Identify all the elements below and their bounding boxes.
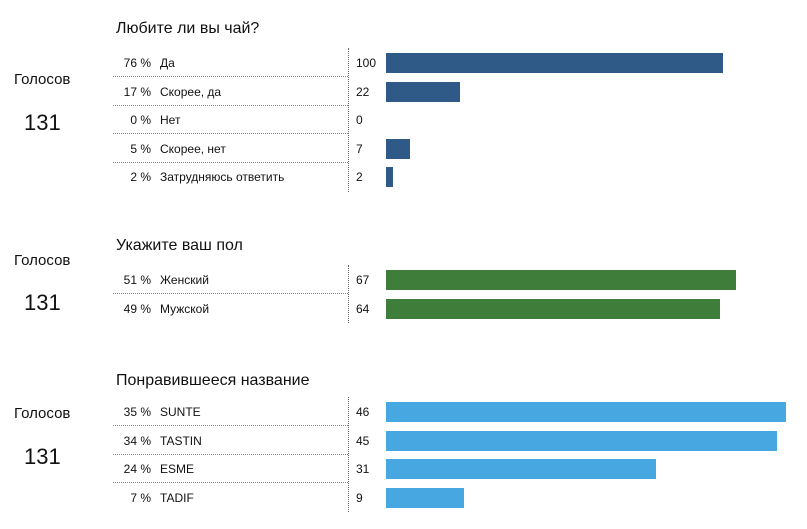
answer-label: Женский bbox=[160, 273, 209, 287]
poll-row: 17 % Скорее, да 22 bbox=[113, 78, 807, 106]
row-separator bbox=[113, 161, 348, 163]
percent-label: 24 % bbox=[123, 462, 151, 476]
poll-row: 0 % Нет 0 bbox=[113, 106, 807, 134]
poll-row: 24 % ESME 31 bbox=[113, 455, 807, 483]
poll-row: 51 % Женский 67 bbox=[113, 266, 807, 294]
bar bbox=[386, 430, 778, 451]
percent-label: 5 % bbox=[130, 141, 151, 156]
poll-title: Понравившееся название bbox=[116, 372, 310, 389]
votes-count: 131 bbox=[24, 444, 61, 469]
answer-label: Скорее, да bbox=[160, 84, 222, 99]
vote-count-label: 31 bbox=[356, 462, 370, 476]
percent-label: 7 % bbox=[130, 490, 151, 505]
row-separator bbox=[113, 293, 348, 294]
vote-count-label: 22 bbox=[356, 84, 370, 99]
answer-label: TADIF bbox=[160, 490, 194, 505]
vote-count-label: 45 bbox=[356, 433, 370, 448]
bar bbox=[386, 138, 410, 159]
answer-label: Скорее, нет bbox=[160, 141, 226, 156]
bar bbox=[386, 270, 736, 290]
votes-label: Голосов bbox=[14, 71, 71, 88]
divider-line bbox=[348, 397, 349, 512]
poll-tea: Любите ли вы чай? Голосов 131 76 % Да 100 1… bbox=[0, 0, 807, 200]
row-separator bbox=[113, 76, 348, 77]
poll-gender: Укажите ваш пол Голосов 131 51 % Женский 6… bbox=[0, 0, 807, 323]
poll-title: Укажите ваш пол bbox=[116, 237, 243, 254]
poll-row: 7 % TADIF 9 bbox=[113, 484, 807, 512]
answer-label: ESME bbox=[160, 462, 195, 476]
percent-label: 2 % bbox=[130, 170, 151, 184]
answer-label: SUNTE bbox=[160, 405, 201, 419]
votes-label: Голосов bbox=[14, 252, 71, 269]
poll-row: 35 % SUNTE 46 bbox=[113, 398, 807, 426]
poll-row: 49 % Мужской 64 bbox=[113, 295, 807, 323]
percent-label: 51 % bbox=[123, 273, 151, 287]
poll-row: 5 % Скорее, нет 7 bbox=[113, 135, 807, 163]
bar bbox=[386, 167, 393, 187]
bar bbox=[386, 53, 723, 73]
percent-label: 49 % bbox=[123, 301, 151, 316]
divider-line bbox=[348, 48, 349, 192]
percent-label: 76 % bbox=[123, 56, 151, 70]
bar bbox=[386, 402, 786, 422]
bar bbox=[386, 81, 461, 102]
row-separator bbox=[113, 482, 348, 483]
votes-count: 131 bbox=[24, 110, 61, 135]
poll-row: 76 % Да 100 bbox=[113, 49, 807, 77]
vote-count-label: 7 bbox=[356, 141, 363, 156]
poll-title: Любите ли вы чай? bbox=[116, 20, 260, 37]
votes-count: 131 bbox=[24, 290, 61, 315]
vote-count-label: 9 bbox=[356, 490, 363, 505]
answer-label: Мужской bbox=[160, 301, 210, 316]
percent-label: 34 % bbox=[123, 433, 151, 448]
bar bbox=[386, 298, 721, 319]
poll-row: 2 % Затрудняюсь ответить 2 bbox=[113, 163, 807, 191]
row-separator bbox=[113, 453, 348, 455]
divider-line bbox=[348, 265, 349, 323]
poll-row: 34 % TASTIN 45 bbox=[113, 427, 807, 455]
answer-label: Да bbox=[160, 56, 175, 70]
vote-count-label: 46 bbox=[356, 405, 370, 419]
row-separator bbox=[113, 133, 348, 134]
bar bbox=[386, 487, 465, 508]
percent-label: 35 % bbox=[123, 405, 151, 419]
answer-label: TASTIN bbox=[160, 433, 202, 448]
poll-name: Понравившееся название Голосов 131 35 % S… bbox=[0, 0, 807, 512]
answer-label: Нет bbox=[160, 113, 181, 127]
vote-count-label: 0 bbox=[356, 113, 363, 127]
percent-label: 0 % bbox=[130, 113, 151, 127]
votes-label: Голосов bbox=[14, 405, 71, 422]
percent-label: 17 % bbox=[123, 84, 151, 99]
vote-count-label: 64 bbox=[356, 301, 370, 316]
row-separator bbox=[113, 104, 348, 106]
row-separator bbox=[113, 425, 348, 426]
vote-count-label: 100 bbox=[356, 56, 377, 70]
vote-count-label: 2 bbox=[356, 170, 363, 184]
answer-label: Затрудняюсь ответить bbox=[160, 170, 285, 184]
vote-count-label: 67 bbox=[356, 273, 370, 287]
bar bbox=[386, 459, 656, 479]
